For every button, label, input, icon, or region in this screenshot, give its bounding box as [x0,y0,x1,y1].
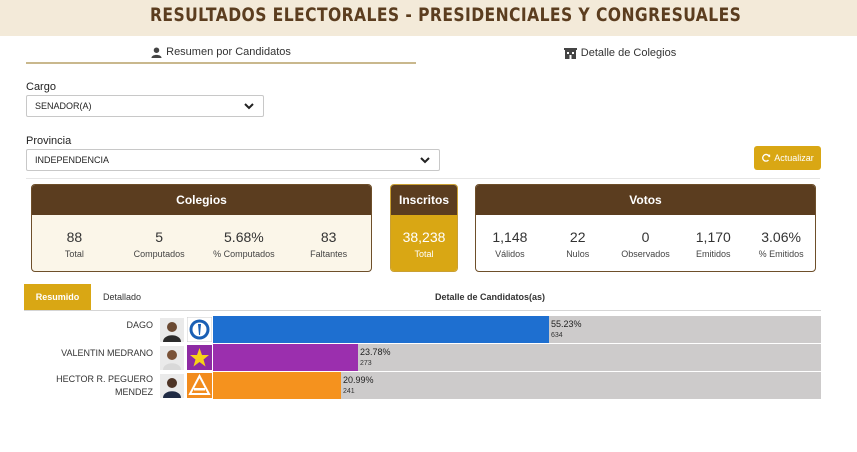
provincia-value: INDEPENDENCIA [35,155,110,165]
tab-label: Resumen por Candidatos [166,46,291,58]
votos-validos: 1,148 Válidos [492,229,528,259]
colegios-title: Colegios [32,185,371,215]
inscritos-card: Inscritos 38,238 Total [390,184,458,272]
tab-resumido[interactable]: Resumido [24,284,91,310]
candidate-photo [160,318,184,342]
triangle-logo-icon [187,373,212,398]
vote-bar [213,344,358,371]
tab-detalle-colegios[interactable]: Detalle de Colegios [420,42,820,64]
candidate-row: DAGO 55.23% 634 [24,316,821,343]
candidate-photo [160,374,184,398]
provincia-select[interactable]: INDEPENDENCIA [26,149,440,171]
vote-bar [213,372,341,399]
candidate-name: DAGO [126,320,153,330]
votos-emitidos: 1,170 Emitidos [695,229,731,259]
torch-logo-icon [187,317,212,342]
chevron-down-icon [244,103,254,110]
provincia-label: Provincia [26,135,72,147]
vote-bar-track [213,316,821,343]
candidate-name: HECTOR R. PEGUERO MENDEZ [56,374,153,397]
candidate-percent: 23.78% [360,347,391,357]
inscritos-total: 38,238 Total [402,229,446,259]
divider [26,178,820,179]
vote-bar-track [213,344,821,371]
colegios-computados: 5 Computados [133,229,185,259]
vote-bar [213,316,549,343]
inscritos-title: Inscritos [391,185,457,215]
candidate-photo [160,346,184,370]
refresh-label: Actualizar [774,153,814,163]
candidate-percent: 20.99% [343,375,374,385]
candidate-votes: 273 [360,360,372,367]
candidate-votes: 634 [551,332,563,339]
user-icon [151,46,162,58]
vote-bar-track [213,372,821,399]
tab-label: Detalle de Colegios [580,47,677,59]
candidate-votes: 241 [343,388,355,395]
building-icon [563,47,577,59]
tab-resumen-candidatos[interactable]: Resumen por Candidatos [26,42,416,64]
votos-pct-emitidos: 3.06%% Emitidos [758,229,804,259]
refresh-button[interactable]: Actualizar [754,146,821,170]
candidate-percent: 55.23% [551,319,582,329]
colegios-card: Colegios 88 Total 5 Computados 5.68%% Comp… [31,184,372,272]
colegios-faltantes: 83 Faltantes [310,229,348,259]
candidate-name: VALENTIN MEDRANO [61,348,153,358]
votos-nulos: 22 Nulos [566,229,590,259]
votos-observados: 0 Observados [621,229,670,259]
header-banner: RESULTADOS ELECTORALES - PRESIDENCIALES … [0,0,857,36]
colegios-pct-computados: 5.68%% Computados [213,229,275,259]
cargo-select[interactable]: SENADOR(A) [26,95,264,117]
tab-detallado[interactable]: Detallado [102,292,142,302]
cargo-value: SENADOR(A) [35,101,92,111]
candidates-title: Detalle de Candidatos(as) [434,292,546,302]
star-logo-icon [187,345,212,370]
votos-card: Votos 1,148 Válidos 22 Nulos 0 Observados 1… [475,184,816,272]
votos-title: Votos [476,185,815,215]
candidate-row: HECTOR R. PEGUERO MENDEZ 20.99% 241 [24,372,821,399]
refresh-icon [762,153,771,162]
chevron-down-icon [420,157,430,164]
divider [24,310,821,311]
cargo-label: Cargo [26,81,56,93]
page-title: RESULTADOS ELECTORALES - PRESIDENCIALES … [150,4,742,26]
colegios-total: 88 Total [64,229,84,259]
candidate-row: VALENTIN MEDRANO 23.78% 273 [24,344,821,371]
